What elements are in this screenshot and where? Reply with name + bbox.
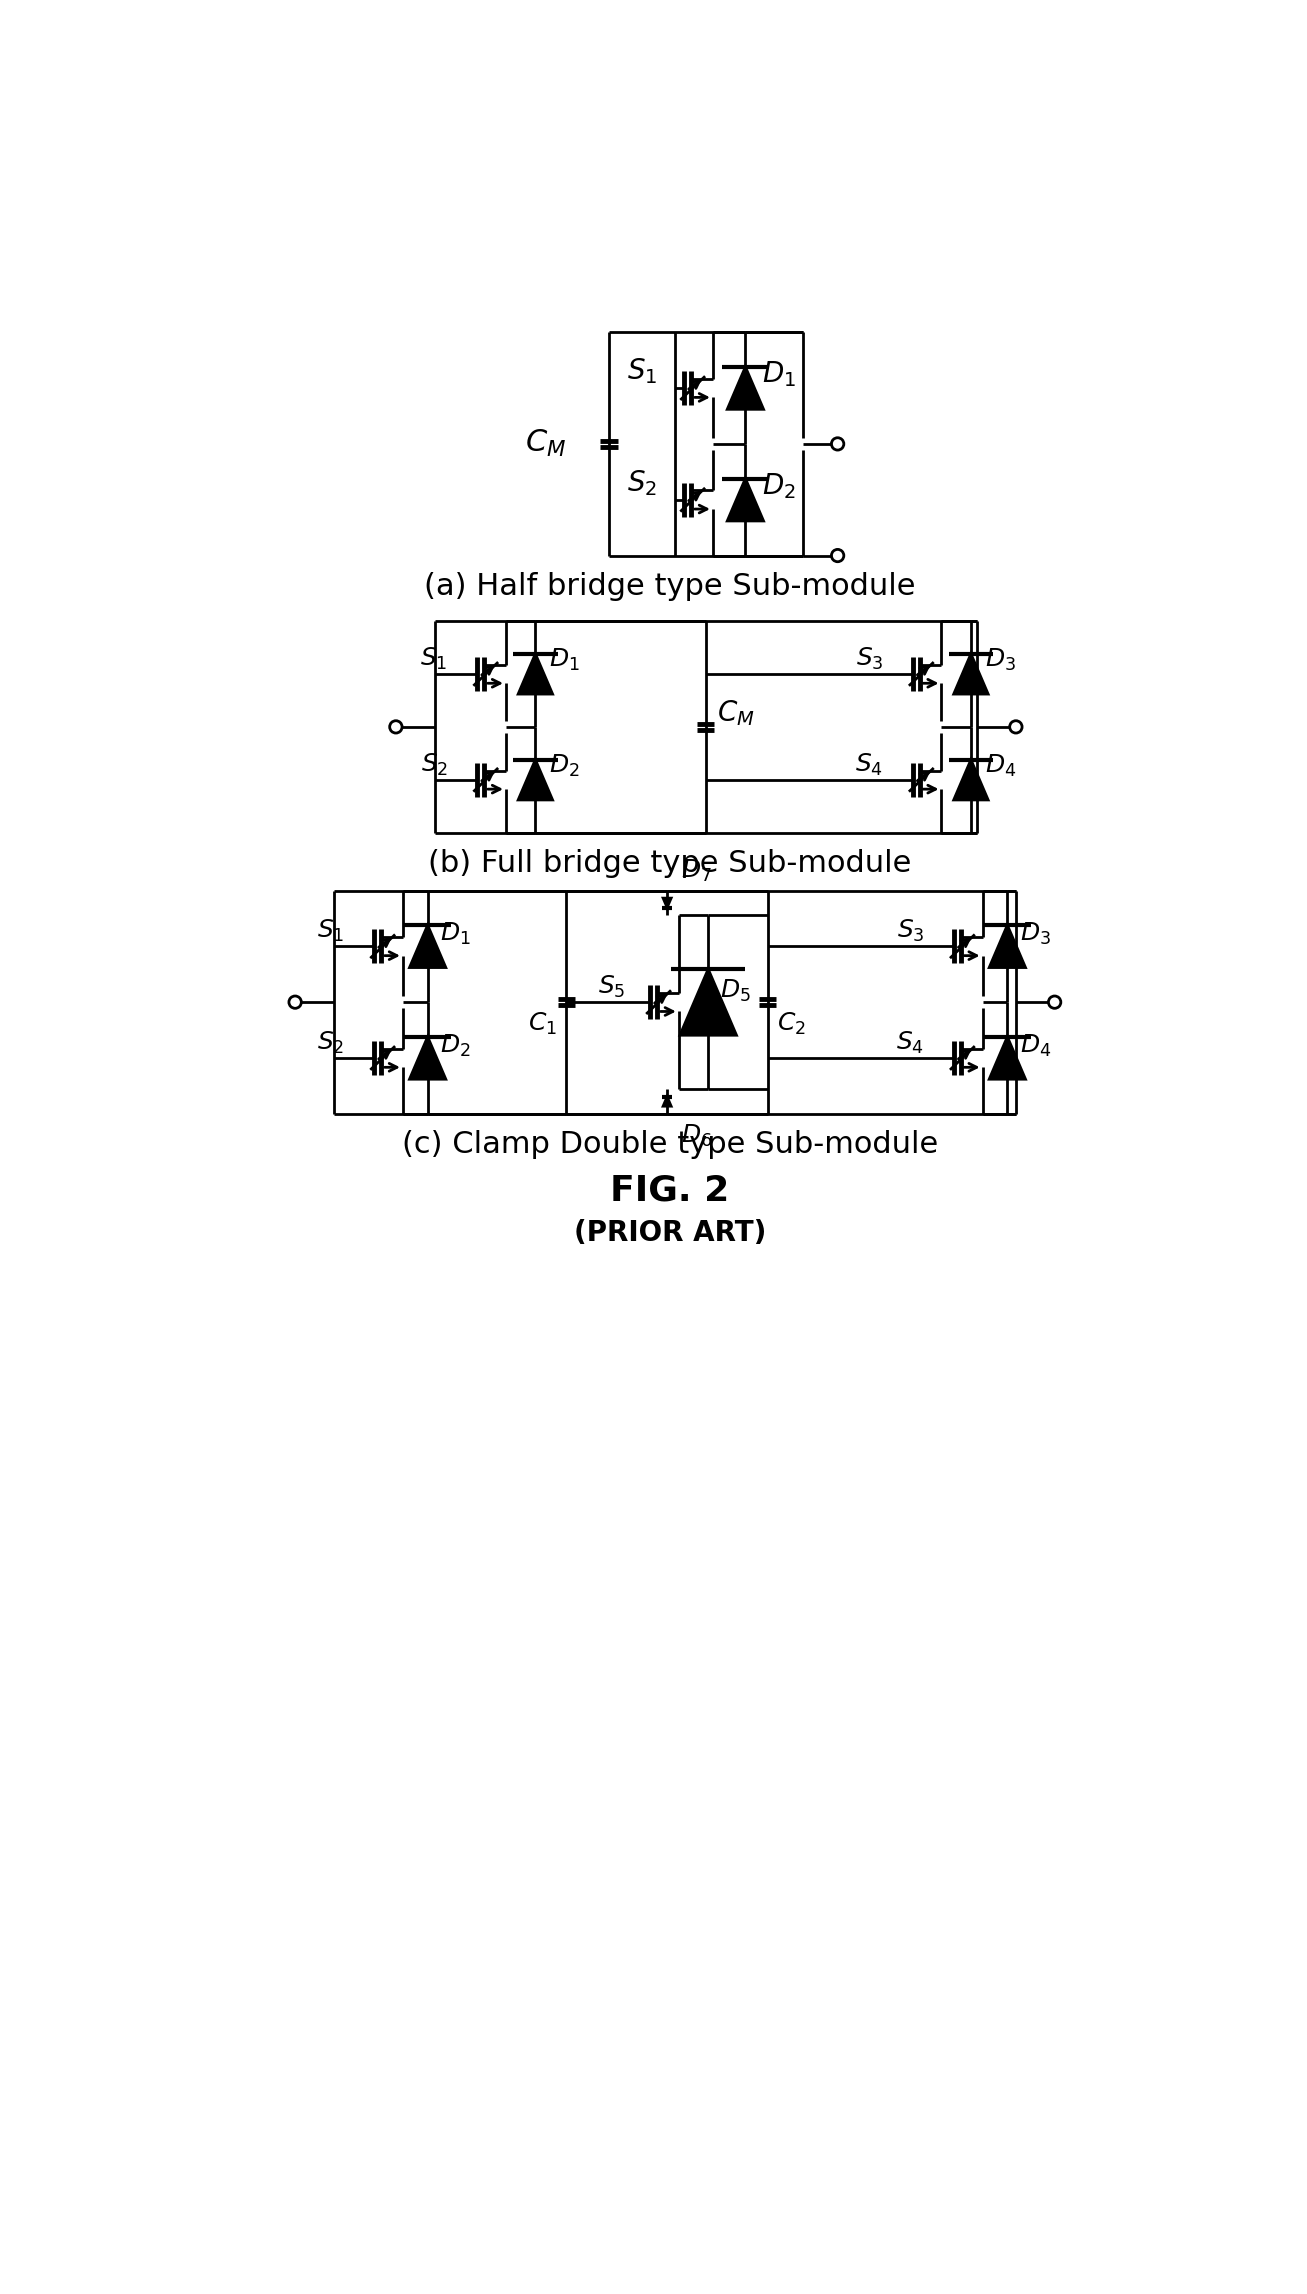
Text: $S_2$: $S_2$ xyxy=(627,468,657,498)
Polygon shape xyxy=(989,924,1026,968)
Text: $S_1$: $S_1$ xyxy=(318,918,345,945)
Text: $S_4$: $S_4$ xyxy=(855,752,884,778)
Text: $C_2$: $C_2$ xyxy=(778,1012,806,1037)
Polygon shape xyxy=(409,1037,446,1078)
Polygon shape xyxy=(663,1097,670,1106)
Text: $D_1$: $D_1$ xyxy=(762,360,796,390)
Text: $D_2$: $D_2$ xyxy=(440,1032,471,1060)
Polygon shape xyxy=(727,479,763,521)
Polygon shape xyxy=(680,968,736,1035)
Text: $D_1$: $D_1$ xyxy=(440,920,471,947)
Text: (c) Clamp Double type Sub-module: (c) Clamp Double type Sub-module xyxy=(401,1131,938,1158)
Text: $C_1$: $C_1$ xyxy=(528,1012,557,1037)
Text: $D_5$: $D_5$ xyxy=(720,977,750,1005)
Text: $D_4$: $D_4$ xyxy=(985,752,1017,780)
Text: $S_2$: $S_2$ xyxy=(318,1030,345,1055)
Text: $D_1$: $D_1$ xyxy=(549,647,580,672)
Text: (a) Half bridge type Sub-module: (a) Half bridge type Sub-module xyxy=(423,571,916,601)
Polygon shape xyxy=(518,654,553,695)
Text: FIG. 2: FIG. 2 xyxy=(610,1175,729,1209)
Text: $D_6$: $D_6$ xyxy=(681,1124,712,1149)
Polygon shape xyxy=(727,367,763,408)
Text: $S_1$: $S_1$ xyxy=(421,645,448,672)
Text: $C_M$: $C_M$ xyxy=(718,697,755,727)
Polygon shape xyxy=(989,1037,1026,1078)
Text: $D_3$: $D_3$ xyxy=(985,647,1016,672)
Text: $D_2$: $D_2$ xyxy=(549,752,580,780)
Text: $D_2$: $D_2$ xyxy=(762,470,796,500)
Text: $D_7$: $D_7$ xyxy=(681,858,712,885)
Polygon shape xyxy=(954,759,988,801)
Polygon shape xyxy=(409,924,446,968)
Text: $D_4$: $D_4$ xyxy=(1019,1032,1051,1060)
Text: $D_3$: $D_3$ xyxy=(1019,920,1051,947)
Text: $S_3$: $S_3$ xyxy=(856,645,884,672)
Polygon shape xyxy=(518,759,553,801)
Text: $S_1$: $S_1$ xyxy=(627,356,657,385)
Text: $S_2$: $S_2$ xyxy=(421,752,448,778)
Text: $C_M$: $C_M$ xyxy=(525,429,566,459)
Text: $S_3$: $S_3$ xyxy=(897,918,924,945)
Polygon shape xyxy=(954,654,988,695)
Text: $S_5$: $S_5$ xyxy=(597,973,625,1000)
Text: (b) Full bridge type Sub-module: (b) Full bridge type Sub-module xyxy=(429,849,911,879)
Polygon shape xyxy=(663,899,670,908)
Text: (PRIOR ART): (PRIOR ART) xyxy=(574,1218,766,1248)
Text: $S_4$: $S_4$ xyxy=(897,1030,924,1055)
